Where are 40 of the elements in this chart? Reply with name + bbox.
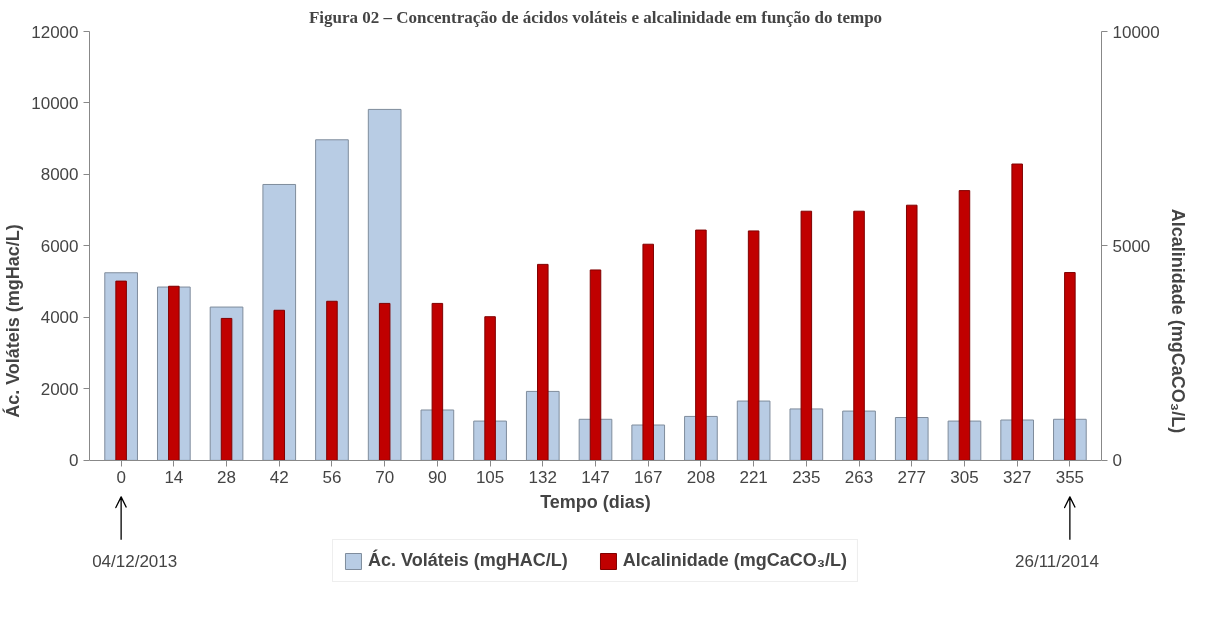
x-tick-label: 208 <box>686 468 716 488</box>
text: 04/12/2013 <box>92 551 178 571</box>
y-axis-title: Ác. Voláteis (mgHac/L) <box>2 224 24 418</box>
x-tick-label: 221 <box>739 468 768 488</box>
bar <box>378 302 391 461</box>
x-tick-label: 355 <box>1055 468 1085 488</box>
x-tick-label: 167 <box>634 468 663 488</box>
x-axis-title: Tempo (dias) <box>540 491 651 512</box>
x-tick-label: 28 <box>217 468 237 488</box>
x-tick-label: 147 <box>581 468 610 488</box>
bar <box>273 309 286 461</box>
x-tick-label: 56 <box>322 468 342 488</box>
y-tick-label: 10000 <box>31 93 79 113</box>
bar <box>326 300 338 461</box>
x-tick-label: 235 <box>792 468 821 488</box>
x-tick-label: 0 <box>116 468 126 488</box>
x-tick-label: 90 <box>427 468 447 488</box>
legend-label: Alcalinidade (mgCaCO₃/L) <box>622 550 848 571</box>
y2-tick-label: 0 <box>1112 451 1122 471</box>
y-tick-label: 12000 <box>31 22 79 42</box>
x-tick-label: 42 <box>269 468 289 488</box>
x-tick-label: 105 <box>475 468 505 488</box>
x-tick-label: 277 <box>897 468 926 488</box>
x-tick-label: 14 <box>164 468 184 488</box>
y2-tick-label: 5000 <box>1112 236 1151 256</box>
x-tick-label: 132 <box>528 468 557 488</box>
x-tick-label: 305 <box>950 468 979 488</box>
y2-axis-title: Alcalinidade (mgCaCO₃/L) <box>1167 208 1188 434</box>
chart-title: Figura 02 – Concentração de ácidos voláteis e alcalinidade em função do tempo <box>308 7 883 27</box>
x-tick-label: 70 <box>375 468 395 488</box>
y-tick-label: 6000 <box>40 236 79 256</box>
y2-tick-label: 10000 <box>1112 22 1160 42</box>
x-tick-label: 263 <box>844 468 874 488</box>
legend-label: Ác. Voláteis (mgHAC/L) <box>367 550 568 571</box>
y-tick-label: 0 <box>69 451 79 471</box>
y-tick-label: 8000 <box>40 165 79 185</box>
y-tick-label: 2000 <box>40 379 79 399</box>
text: 26/11/2014 <box>1015 551 1099 571</box>
x-tick-label: 327 <box>1002 468 1032 488</box>
y-tick-label: 4000 <box>40 308 79 328</box>
